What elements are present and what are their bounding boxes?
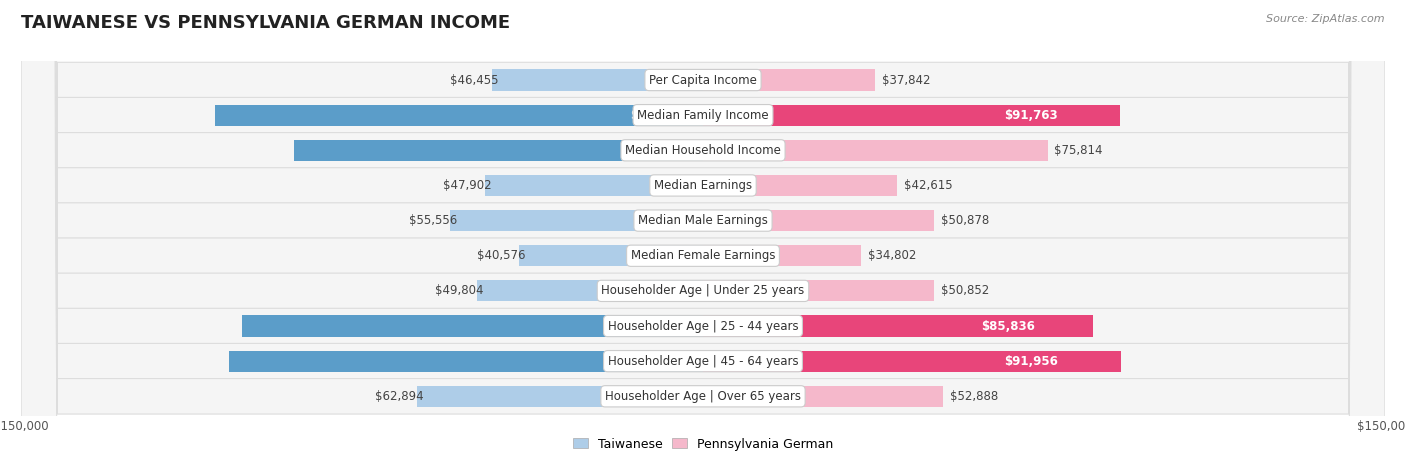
Text: $55,556: $55,556 <box>409 214 457 227</box>
Bar <box>703 316 1094 337</box>
Text: Median Male Earnings: Median Male Earnings <box>638 214 768 227</box>
Text: $50,852: $50,852 <box>941 284 990 297</box>
Text: $85,836: $85,836 <box>981 319 1035 333</box>
Bar <box>242 316 703 337</box>
Text: $52,888: $52,888 <box>950 390 998 403</box>
Bar <box>703 245 862 266</box>
Bar <box>215 105 703 126</box>
Bar <box>519 245 703 266</box>
Text: $37,842: $37,842 <box>882 73 931 86</box>
Text: $107,295: $107,295 <box>630 109 692 122</box>
Bar <box>450 210 703 231</box>
Bar <box>418 386 703 407</box>
Legend: Taiwanese, Pennsylvania German: Taiwanese, Pennsylvania German <box>568 432 838 455</box>
Text: Source: ZipAtlas.com: Source: ZipAtlas.com <box>1267 14 1385 24</box>
Bar <box>703 105 1121 126</box>
Text: $91,763: $91,763 <box>1004 109 1057 122</box>
Text: Householder Age | 45 - 64 years: Householder Age | 45 - 64 years <box>607 354 799 368</box>
FancyBboxPatch shape <box>21 0 1385 467</box>
Bar <box>229 351 703 372</box>
FancyBboxPatch shape <box>21 0 1385 467</box>
Text: Median Family Income: Median Family Income <box>637 109 769 122</box>
Bar <box>485 175 703 196</box>
Text: $34,802: $34,802 <box>868 249 917 262</box>
Text: Median Earnings: Median Earnings <box>654 179 752 192</box>
Text: Householder Age | Over 65 years: Householder Age | Over 65 years <box>605 390 801 403</box>
Bar <box>703 70 875 91</box>
Text: Median Household Income: Median Household Income <box>626 144 780 157</box>
Bar <box>492 70 703 91</box>
Bar <box>703 351 1121 372</box>
Text: $42,615: $42,615 <box>904 179 952 192</box>
Bar <box>477 280 703 301</box>
FancyBboxPatch shape <box>21 0 1385 467</box>
Bar <box>294 140 703 161</box>
Text: Per Capita Income: Per Capita Income <box>650 73 756 86</box>
Bar <box>703 175 897 196</box>
FancyBboxPatch shape <box>21 0 1385 467</box>
FancyBboxPatch shape <box>21 0 1385 467</box>
Text: $101,492: $101,492 <box>634 319 696 333</box>
Text: $75,814: $75,814 <box>1054 144 1102 157</box>
Bar <box>703 140 1047 161</box>
Text: Householder Age | Under 25 years: Householder Age | Under 25 years <box>602 284 804 297</box>
Text: $89,900: $89,900 <box>641 144 696 157</box>
Bar <box>703 386 943 407</box>
Bar <box>703 280 934 301</box>
Text: $50,878: $50,878 <box>941 214 990 227</box>
Text: $91,956: $91,956 <box>1004 354 1059 368</box>
Bar <box>703 210 935 231</box>
FancyBboxPatch shape <box>21 0 1385 467</box>
FancyBboxPatch shape <box>21 0 1385 467</box>
Text: $62,894: $62,894 <box>375 390 423 403</box>
Text: TAIWANESE VS PENNSYLVANIA GERMAN INCOME: TAIWANESE VS PENNSYLVANIA GERMAN INCOME <box>21 14 510 32</box>
FancyBboxPatch shape <box>21 0 1385 467</box>
Text: $104,180: $104,180 <box>631 354 693 368</box>
Text: $47,902: $47,902 <box>443 179 492 192</box>
Text: $49,804: $49,804 <box>434 284 484 297</box>
Text: $46,455: $46,455 <box>450 73 499 86</box>
FancyBboxPatch shape <box>21 0 1385 467</box>
Text: $40,576: $40,576 <box>477 249 526 262</box>
Text: Median Female Earnings: Median Female Earnings <box>631 249 775 262</box>
Text: Householder Age | 25 - 44 years: Householder Age | 25 - 44 years <box>607 319 799 333</box>
FancyBboxPatch shape <box>21 0 1385 467</box>
